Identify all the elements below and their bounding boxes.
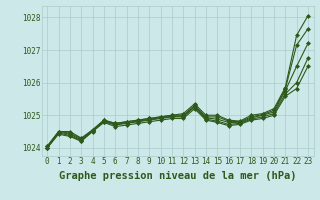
X-axis label: Graphe pression niveau de la mer (hPa): Graphe pression niveau de la mer (hPa): [59, 171, 296, 181]
